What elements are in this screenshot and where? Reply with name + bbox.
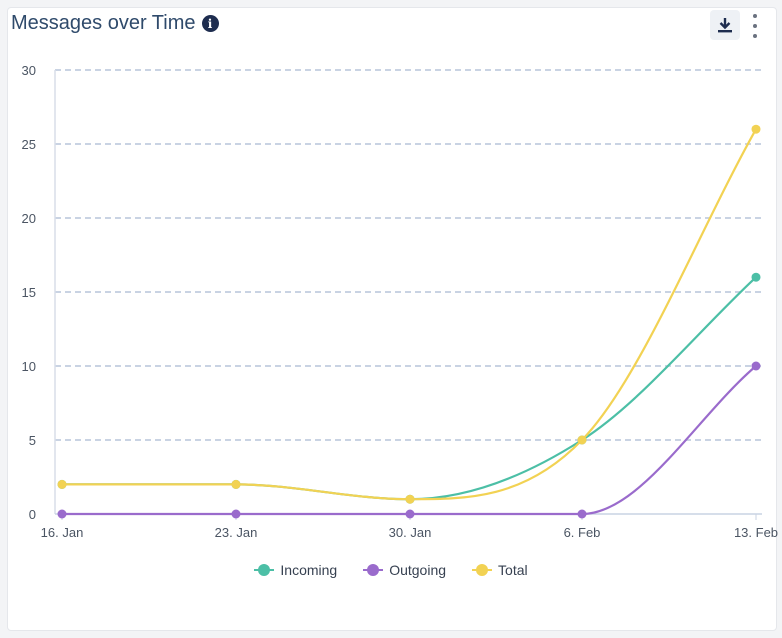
y-tick-label: 30: [22, 63, 36, 78]
chart-legend: Incoming Outgoing Total: [0, 562, 782, 578]
outgoing-point: [231, 509, 241, 519]
chart-card: [7, 7, 777, 631]
legend-marker: [363, 564, 384, 576]
chart-title: Messages over Time: [11, 12, 196, 34]
x-tick-label: 23. Jan: [215, 525, 258, 540]
y-tick-label: 10: [22, 359, 36, 374]
legend-marker: [254, 564, 275, 576]
total-point: [57, 479, 67, 489]
total-point: [405, 494, 415, 504]
legend-item-outgoing[interactable]: Outgoing: [363, 562, 446, 578]
total-point: [577, 435, 587, 445]
x-tick-label: 6. Feb: [564, 525, 601, 540]
legend-label: Incoming: [280, 562, 338, 578]
total-point: [231, 479, 241, 489]
x-tick-label: 13. Feb: [734, 525, 778, 540]
outgoing-point: [405, 509, 415, 519]
legend-label: Outgoing: [389, 562, 447, 578]
x-tick-label: 30. Jan: [389, 525, 432, 540]
total-point: [751, 124, 761, 134]
chart-header: Messages over Time i: [11, 12, 219, 35]
y-tick-label: 0: [29, 507, 36, 522]
y-tick-label: 5: [29, 433, 36, 448]
outgoing-point: [577, 509, 587, 519]
more-vertical-icon[interactable]: [749, 12, 761, 40]
messages-line-chart: 0 5 10 15 20 25 30 16. Jan 23. Jan 30. Jan 6. Feb 1…: [22, 63, 779, 540]
incoming-series-line: [61, 276, 757, 501]
outgoing-point: [751, 361, 761, 371]
legend-label: Total: [498, 562, 528, 578]
y-tick-label: 15: [22, 285, 36, 300]
y-tick-label: 25: [22, 137, 36, 152]
total-series-line: [61, 128, 757, 501]
legend-marker: [472, 564, 493, 576]
download-icon: [718, 18, 732, 33]
legend-item-incoming[interactable]: Incoming: [254, 562, 337, 578]
y-tick-label: 20: [22, 211, 36, 226]
x-tick-label: 16. Jan: [41, 525, 84, 540]
info-icon[interactable]: i: [201, 15, 219, 32]
incoming-point: [751, 272, 761, 282]
download-button[interactable]: [710, 10, 740, 40]
legend-item-total[interactable]: Total: [472, 562, 528, 578]
outgoing-point: [57, 509, 67, 519]
